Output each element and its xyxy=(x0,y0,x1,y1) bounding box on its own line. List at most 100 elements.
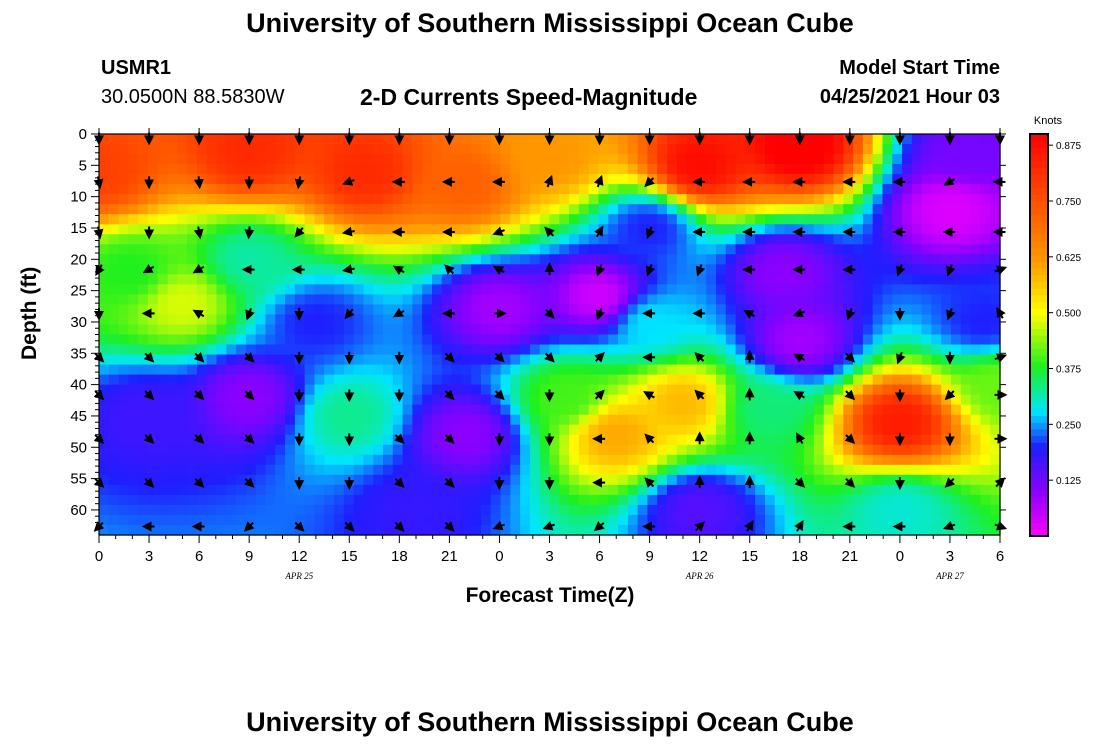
heat-cell xyxy=(422,224,433,235)
heat-cell xyxy=(784,404,795,416)
heat-cell xyxy=(99,324,110,336)
heat-cell xyxy=(216,474,227,486)
heat-cell xyxy=(500,314,511,326)
heat-cell xyxy=(265,244,276,255)
heat-cell xyxy=(402,494,413,506)
heat-cell xyxy=(549,434,560,446)
heat-cell xyxy=(226,474,237,486)
heat-cell xyxy=(138,434,149,446)
heat-cell xyxy=(931,344,942,356)
heat-cell xyxy=(99,294,110,306)
heat-cell xyxy=(363,174,374,185)
heat-cell xyxy=(128,354,139,366)
heat-cell xyxy=(892,294,903,306)
heat-cell xyxy=(911,354,923,366)
heat-cell xyxy=(402,284,413,296)
heat-cell xyxy=(892,504,903,516)
heat-cell xyxy=(167,184,178,195)
heat-cell xyxy=(657,374,668,386)
colorbar-segment xyxy=(1030,489,1048,497)
heat-cell xyxy=(804,374,815,386)
heat-cell xyxy=(236,334,247,346)
heat-cell xyxy=(706,194,717,205)
heat-cell xyxy=(441,464,453,476)
heat-cell xyxy=(343,454,355,466)
heat-cell xyxy=(216,224,227,235)
heat-cell xyxy=(941,294,952,306)
heat-cell xyxy=(892,174,903,185)
heat-cell xyxy=(931,394,942,406)
heat-cell xyxy=(745,424,756,436)
heat-cell xyxy=(539,244,551,255)
heat-cell xyxy=(745,494,756,506)
heat-cell xyxy=(471,234,482,245)
heat-cell xyxy=(412,474,423,486)
heat-cell xyxy=(187,314,198,326)
heat-cell xyxy=(265,344,276,356)
heat-cell xyxy=(745,194,756,205)
heat-cell xyxy=(324,244,335,255)
heat-cell xyxy=(471,134,482,145)
heat-cell xyxy=(255,294,267,306)
heat-cell xyxy=(549,244,560,255)
heat-cell xyxy=(951,514,962,526)
heat-cell xyxy=(706,424,717,436)
heat-cell xyxy=(647,164,658,175)
heat-cell xyxy=(813,524,825,536)
heat-cell xyxy=(480,494,492,506)
heat-cell xyxy=(461,344,472,356)
heat-cell xyxy=(637,504,649,516)
heat-cell xyxy=(461,524,472,536)
heat-cell xyxy=(804,424,815,436)
heat-cell xyxy=(128,134,139,145)
heat-cell xyxy=(676,194,688,205)
heat-cell xyxy=(676,164,688,175)
heat-cell xyxy=(686,294,697,306)
heat-cell xyxy=(764,494,776,506)
heat-cell xyxy=(715,424,727,436)
heat-cell xyxy=(872,514,884,526)
heat-cell xyxy=(902,204,913,215)
heat-cell xyxy=(471,194,482,205)
heat-cell xyxy=(696,364,707,376)
heat-cell xyxy=(970,234,982,245)
heat-cell xyxy=(804,214,815,225)
heat-cell xyxy=(422,364,433,376)
heat-cell xyxy=(138,254,149,265)
heat-cell xyxy=(569,514,580,526)
heat-cell xyxy=(618,264,629,275)
heat-cell xyxy=(285,494,296,506)
heat-cell xyxy=(843,364,854,376)
heat-cell xyxy=(872,524,884,536)
heat-cell xyxy=(255,284,267,296)
heat-cell xyxy=(99,174,110,185)
heat-cell xyxy=(715,284,727,296)
heat-cell xyxy=(529,164,541,175)
heat-cell xyxy=(383,504,394,516)
heat-cell xyxy=(911,154,923,165)
heat-cell xyxy=(931,474,942,486)
heat-cell xyxy=(833,334,844,346)
heat-cell xyxy=(980,344,991,356)
heat-cell xyxy=(892,464,903,476)
heat-cell xyxy=(383,234,394,245)
heat-cell xyxy=(167,284,178,296)
heat-cell xyxy=(892,484,903,496)
heat-cell xyxy=(745,294,756,306)
heat-cell xyxy=(941,334,952,346)
heat-cell xyxy=(529,264,541,275)
heat-cell xyxy=(343,374,355,386)
heat-cell xyxy=(490,284,502,296)
heat-cell xyxy=(686,324,697,336)
heat-cell xyxy=(725,514,737,526)
heat-cell xyxy=(951,414,962,426)
heat-cell xyxy=(314,494,325,506)
heat-cell xyxy=(921,334,933,346)
heat-cell xyxy=(588,344,600,356)
heat-cell xyxy=(892,314,903,326)
heat-cell xyxy=(118,194,129,205)
heat-cell xyxy=(373,394,384,406)
heat-cell xyxy=(667,354,678,366)
heat-cell xyxy=(206,514,218,526)
heat-cell xyxy=(911,334,923,346)
